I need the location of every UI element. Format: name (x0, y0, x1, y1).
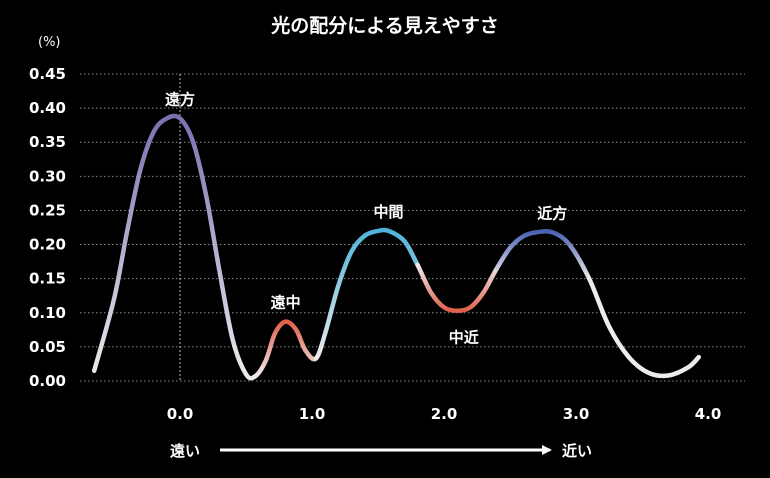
annotation-label: 中間 (374, 203, 404, 221)
grid (80, 73, 745, 382)
annotation-label: 近方 (537, 204, 567, 222)
curve-segment-tail (586, 276, 702, 379)
y-tick-label: 0.20 (29, 236, 66, 254)
x-tick-label: 3.0 (563, 405, 590, 423)
y-tick-label: 0.25 (29, 201, 66, 219)
curve-segment-far-mid (252, 319, 319, 379)
y-tick-label: 0.40 (29, 99, 66, 117)
curve (91, 113, 702, 381)
curve-segment-mid (313, 227, 420, 361)
annotation-label: 中近 (449, 329, 479, 347)
y-axis-ticks: 0.00 0.05 0.10 0.15 0.20 0.25 0.30 0.35 0.40 0.45 (29, 65, 66, 390)
curve-segment-near (494, 228, 592, 281)
y-tick-label: 0.45 (29, 65, 66, 83)
curve-segment-far (91, 113, 258, 381)
y-tick-label: 0.05 (29, 338, 66, 356)
direction-label-far: 遠い (170, 442, 200, 460)
direction-label-near: 近い (562, 442, 592, 460)
chart-title: 光の配分による見えやすさ (270, 14, 498, 37)
x-tick-label: 1.0 (299, 405, 326, 423)
x-axis-ticks: 0.0 1.0 2.0 3.0 4.0 (167, 405, 722, 423)
x-tick-label: 0.0 (167, 405, 194, 423)
annotation-label: 遠方 (165, 90, 195, 108)
x-tick-label: 4.0 (695, 405, 722, 423)
y-tick-label: 0.35 (29, 133, 66, 151)
x-tick-label: 2.0 (431, 405, 458, 423)
curve-segment-near-mid (415, 262, 500, 313)
y-tick-label: 0.30 (29, 167, 66, 185)
y-tick-label: 0.10 (29, 304, 66, 322)
y-axis-unit: (%) (38, 35, 61, 50)
y-tick-label: 0.00 (29, 372, 66, 390)
y-tick-label: 0.15 (29, 270, 66, 288)
annotation-label: 遠中 (271, 294, 301, 312)
